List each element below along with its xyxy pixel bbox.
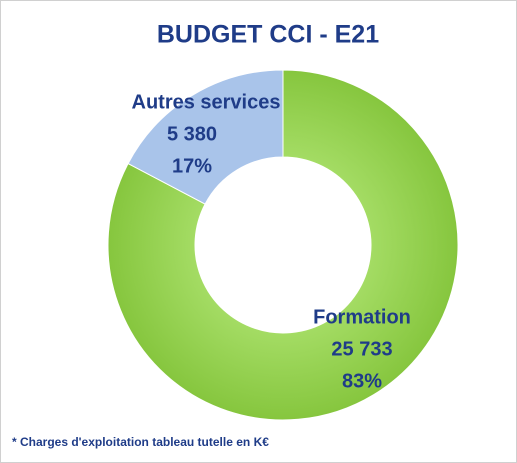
chart-title: BUDGET CCI - E21	[157, 21, 379, 49]
footnote: * Charges d'exploitation tableau tutelle…	[12, 435, 269, 449]
value-label: 5 380	[167, 123, 217, 145]
value-label: 25 733	[331, 338, 392, 360]
donut-slice	[107, 69, 459, 421]
percent-label: 17%	[172, 155, 212, 177]
percent-label: 83%	[342, 370, 382, 392]
donut-slice	[127, 69, 284, 205]
slice-label: Formation	[313, 306, 411, 328]
slice-label: Autres services	[132, 91, 281, 113]
